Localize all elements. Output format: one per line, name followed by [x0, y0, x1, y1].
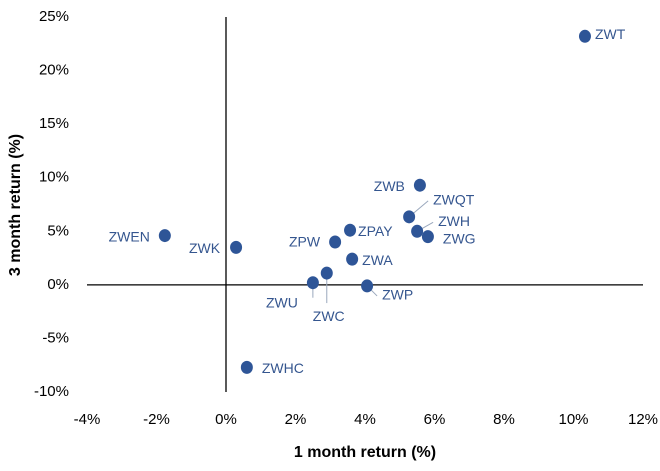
point-label: ZWH — [438, 213, 470, 229]
point — [344, 223, 357, 237]
y-tick-label: 0% — [47, 276, 69, 293]
point-label: ZWT — [595, 26, 626, 42]
point-label: ZPAY — [358, 223, 393, 239]
x-tick-label: 8% — [493, 411, 515, 428]
y-tick-label: 10% — [39, 169, 69, 186]
point — [413, 178, 426, 192]
point — [240, 360, 253, 374]
point-label: ZWC — [313, 308, 345, 324]
point-label: ZWHC — [262, 360, 304, 376]
point — [578, 29, 591, 43]
point-label: ZWEN — [109, 228, 150, 244]
y-axis-title: 3 month return (%) — [7, 134, 24, 276]
x-tick-label: 10% — [558, 411, 588, 428]
x-tick-label: 6% — [424, 411, 446, 428]
x-tick-label: 0% — [215, 411, 237, 428]
point-label: ZWQT — [433, 192, 475, 208]
point — [421, 230, 434, 244]
point — [306, 276, 319, 290]
x-tick-label: -2% — [143, 411, 170, 428]
point-label: ZWA — [362, 252, 393, 268]
y-tick-label: -10% — [34, 383, 69, 400]
x-tick-label: 4% — [354, 411, 376, 428]
point — [346, 252, 359, 266]
point-label: ZWB — [374, 178, 405, 194]
point-label: ZWK — [189, 240, 221, 256]
point — [320, 266, 333, 280]
point — [329, 235, 342, 249]
y-tick-label: -5% — [42, 329, 69, 346]
y-tick-label: 15% — [39, 115, 69, 132]
point — [158, 229, 171, 243]
point-label: ZWU — [266, 294, 298, 310]
x-tick-label: 2% — [285, 411, 307, 428]
point — [411, 224, 424, 238]
x-tick-label: 12% — [628, 411, 658, 428]
point — [403, 210, 416, 224]
point — [361, 279, 374, 293]
y-tick-label: 5% — [47, 222, 69, 239]
point-label: ZPW — [289, 234, 321, 250]
point-label: ZWP — [382, 287, 413, 303]
y-tick-label: 20% — [39, 62, 69, 79]
point — [230, 240, 243, 254]
x-axis-title: 1 month return (%) — [294, 444, 436, 461]
point-label: ZWG — [443, 230, 476, 246]
y-tick-label: 25% — [39, 8, 69, 25]
x-tick-label: -4% — [74, 411, 101, 428]
